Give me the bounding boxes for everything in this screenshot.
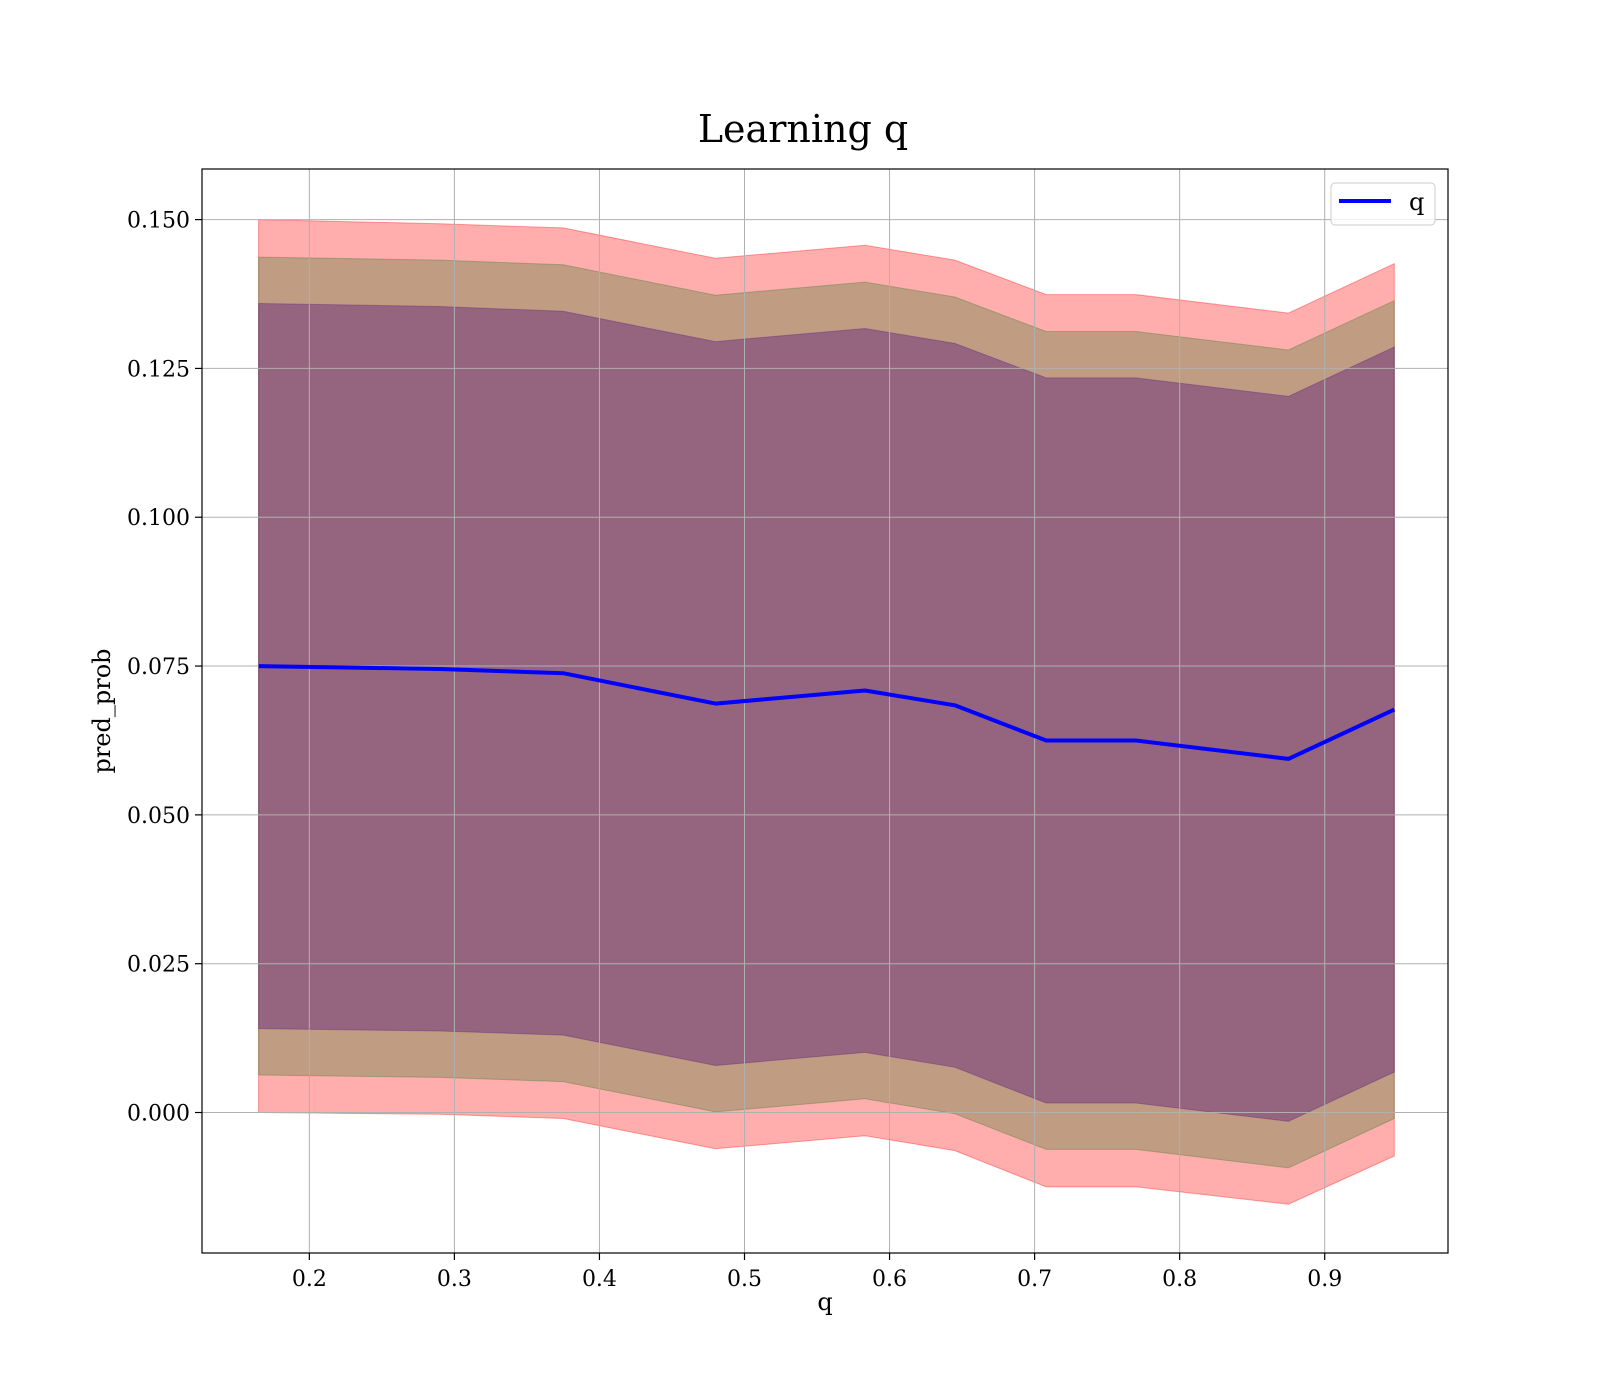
confidence-band-2 [258,256,1395,1169]
confidence-bands [258,219,1395,1205]
series-line-q [258,664,1396,761]
y-tick-label: 0.125 [127,357,190,382]
legend: q [1330,182,1436,226]
y-tick-label: 0.100 [127,506,190,531]
plot-frame [201,168,1449,1254]
x-tick-label: 0.8 [1162,1267,1197,1292]
y-axis-ticks: 0.000 0.025 0.050 0.075 0.100 0.125 0.150 [127,209,202,1127]
y-tick-label: 0.000 [127,1102,190,1127]
x-tick-label: 0.2 [292,1267,327,1292]
legend-box [1330,182,1436,226]
y-tick-label: 0.075 [127,655,190,680]
x-tick-label: 0.3 [437,1267,472,1292]
x-tick-label: 0.5 [727,1267,762,1292]
chart-title: Learning q [698,107,908,151]
y-tick-label: 0.050 [127,804,190,829]
x-tick-label: 0.6 [872,1267,907,1292]
y-axis-label: pred_prob [88,648,116,773]
y-tick-label: 0.025 [127,953,190,978]
y-tick-label: 0.150 [127,209,190,234]
x-axis-label: q [817,1288,832,1316]
x-tick-label: 0.7 [1017,1267,1052,1292]
grid-lines [202,169,1448,1253]
series-lines [258,664,1396,761]
confidence-band-3 [258,302,1395,1122]
x-tick-label: 0.4 [582,1267,617,1292]
legend-label: q [1409,188,1424,216]
confidence-band-1 [258,219,1395,1205]
x-axis-ticks: 0.2 0.3 0.4 0.5 0.6 0.7 0.8 0.9 [292,1253,1342,1292]
x-tick-label: 0.9 [1307,1267,1342,1292]
